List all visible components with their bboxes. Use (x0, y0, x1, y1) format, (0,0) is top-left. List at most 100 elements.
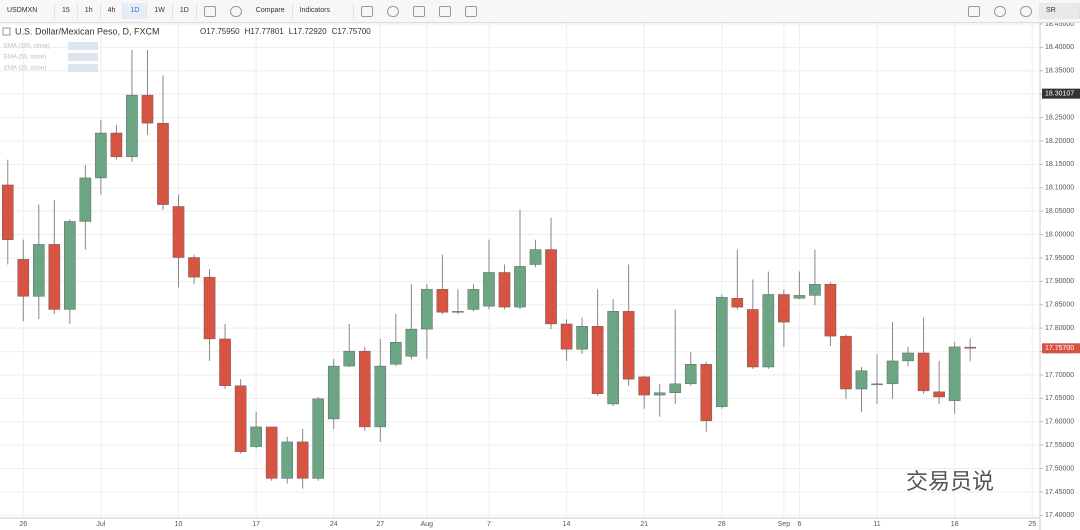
layout-icon[interactable] (968, 5, 980, 17)
candle-body (452, 311, 464, 313)
symbol-input[interactable]: USDMXN (0, 3, 55, 19)
y-tick-label: 17.90000 (1045, 278, 1074, 285)
candle-body (545, 249, 557, 325)
candle-body (591, 326, 604, 394)
candle-body (281, 441, 293, 479)
compare-button[interactable]: Compare (249, 3, 293, 19)
candle-body (778, 294, 790, 323)
collapse-icon[interactable] (2, 27, 11, 36)
redo-icon[interactable] (438, 5, 451, 17)
candle-body (421, 289, 433, 330)
sr-button[interactable]: SR (1039, 3, 1080, 19)
candle-body (917, 352, 930, 392)
settings-icon[interactable] (229, 5, 242, 17)
template-icon[interactable] (360, 5, 373, 17)
y-tick-label: 18.15000 (1045, 161, 1074, 168)
candle-body (1, 184, 14, 240)
x-tick-label: 14 (563, 521, 571, 528)
toolbar: USDMXN 15 1h 4h 1D 1W 1D Compare Indicators S… (0, 0, 1080, 23)
candle-body (716, 297, 728, 407)
candle-body (390, 342, 402, 365)
indicators-button[interactable]: Indicators (293, 3, 354, 19)
candle-body (203, 276, 216, 340)
indicator-controls (68, 42, 98, 50)
candle-body (17, 259, 30, 297)
x-tick-label: 25 (1028, 521, 1036, 528)
x-tick-label: 17 (252, 521, 260, 528)
y-tick-label: 17.85000 (1045, 302, 1074, 309)
price-label-box (1042, 343, 1080, 354)
indicator-label: EMA (20, close) (4, 66, 46, 72)
y-tick-label: 17.70000 (1045, 372, 1074, 379)
candle-body (653, 392, 666, 396)
x-tick-label: 28 (718, 521, 726, 528)
candle-body (964, 346, 976, 349)
ohlc-value: L17.72920 (289, 27, 327, 36)
indicator-label: EMA (50, close) (4, 55, 46, 61)
interval-button[interactable]: 1W (147, 3, 173, 19)
candle-body (188, 257, 200, 278)
candle-body (157, 122, 169, 205)
chart-title: U.S. Dollar/Mexican Peso, D, FXCM (15, 26, 160, 36)
x-tick-label: Jul (96, 521, 105, 528)
candle-body (684, 364, 697, 385)
candle-body (933, 391, 945, 398)
candle-body (762, 294, 775, 368)
x-tick-label: Aug (421, 521, 434, 528)
candle-body (64, 221, 76, 310)
candle-body (902, 352, 914, 362)
chart-style-icon[interactable] (203, 5, 216, 17)
chart: U.S. Dollar/Mexican Peso, D, FXCM O17.75… (0, 23, 1080, 530)
candle-body (498, 272, 511, 308)
candle-body (296, 441, 309, 479)
fullscreen-icon[interactable] (464, 5, 477, 17)
candle-body (234, 385, 247, 452)
x-tick-label: 6 (797, 521, 801, 528)
x-tick-label: 24 (330, 521, 338, 528)
price-label: 17.75700 (1045, 345, 1074, 352)
interval-button[interactable]: 4h (101, 3, 124, 19)
candle-body (669, 383, 682, 393)
y-tick-label: 18.40000 (1045, 44, 1074, 51)
cloud-icon[interactable] (994, 5, 1006, 17)
candle-body (514, 266, 526, 308)
x-tick-label: 27 (376, 521, 384, 528)
candle-body (343, 350, 356, 367)
candle-body (327, 365, 340, 420)
indicator-controls (68, 64, 98, 72)
y-tick-label: 17.60000 (1045, 419, 1074, 426)
candle-body (250, 426, 262, 447)
interval-button[interactable]: 1D (123, 3, 148, 19)
interval-button[interactable]: 1h (78, 3, 101, 19)
candle-body (95, 132, 107, 179)
candle-body (576, 326, 588, 350)
ohlc-value: C17.75700 (332, 27, 372, 36)
x-tick-label: 10 (175, 521, 183, 528)
candle-body (405, 328, 418, 357)
candle-body (622, 311, 635, 380)
candle-body (126, 94, 138, 158)
candle-body (141, 94, 154, 124)
undo-icon[interactable] (412, 5, 425, 17)
candle-body (374, 365, 387, 428)
candle-body (809, 283, 821, 296)
candle-body (886, 360, 899, 385)
alert-icon[interactable] (386, 5, 399, 17)
x-tick-label: Sep (778, 521, 791, 528)
candle-body (871, 383, 883, 386)
candle-body (110, 132, 123, 158)
y-tick-label: 18.20000 (1045, 138, 1074, 145)
candle-body (312, 398, 324, 479)
candle-body (265, 426, 278, 479)
interval-button[interactable]: 15 (55, 3, 78, 19)
price-label-box (1042, 88, 1080, 99)
cloud-save-icon[interactable] (1020, 5, 1032, 17)
intervals: 15 1h 4h 1D 1W 1D (55, 3, 197, 19)
candle-body (731, 298, 744, 308)
candle-body (483, 272, 495, 307)
candle-body (560, 323, 573, 350)
y-tick-label: 18.10000 (1045, 185, 1074, 192)
y-tick-label: 18.05000 (1045, 208, 1074, 215)
interval-button[interactable]: 1D (173, 3, 197, 19)
y-tick-label: 17.55000 (1045, 442, 1074, 449)
